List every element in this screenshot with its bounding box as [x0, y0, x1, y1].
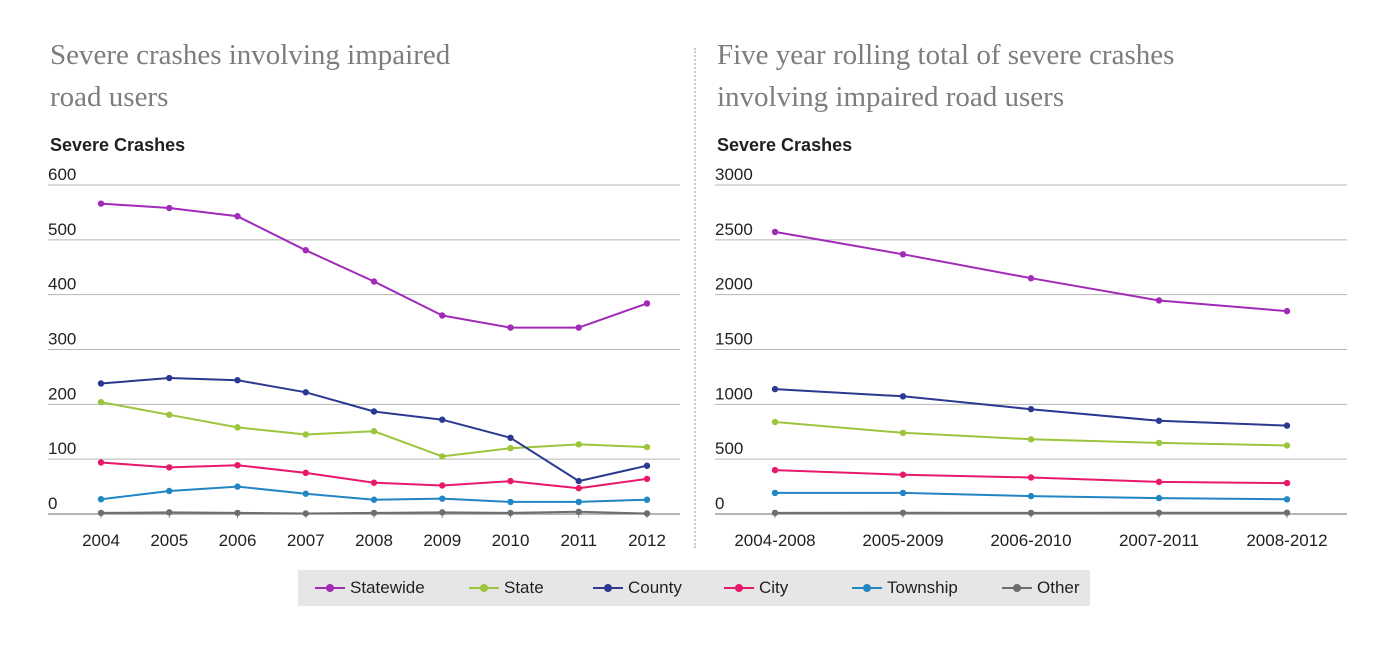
legend-swatch-statewide — [315, 582, 345, 594]
left-line-chart: 0 100 200 300 400 500 600 2004 2005 2006 2007 2008 2… — [48, 165, 680, 550]
right-x-tick-label: 2005-2009 — [862, 531, 943, 550]
legend-label: State — [504, 578, 544, 597]
legend-swatch-city — [724, 582, 754, 594]
left-y-tick-label: 300 — [48, 330, 76, 349]
legend-label: Other — [1037, 578, 1080, 597]
chart-legend: Statewide State County City Township Other — [298, 570, 1090, 606]
right-x-tick-label: 2006-2010 — [990, 531, 1071, 550]
legend-item-county: County — [593, 570, 682, 606]
legend-item-statewide: Statewide — [315, 570, 425, 606]
left-chart-title: Severe crashes involving impaired road u… — [50, 34, 450, 118]
left-y-tick-label: 600 — [48, 165, 76, 184]
right-y-tick-label: 0 — [715, 494, 724, 513]
right-title-line-2: involving impaired road users — [717, 81, 1065, 113]
right-y-tick-label: 500 — [715, 439, 743, 458]
right-y-tick-label: 2500 — [715, 220, 753, 239]
left-title-line-2: road users — [50, 81, 169, 113]
right-chart-title: Five year rolling total of severe crashe… — [717, 34, 1174, 118]
legend-swatch-other — [1002, 582, 1032, 594]
left-x-tick-label: 2004 — [82, 531, 120, 550]
left-x-tick-label: 2011 — [560, 531, 597, 550]
legend-item-other: Other — [1002, 570, 1080, 606]
legend-label: City — [759, 578, 789, 597]
left-y-tick-label: 100 — [48, 439, 76, 458]
legend-label: County — [628, 578, 682, 597]
legend-item-state: State — [469, 570, 544, 606]
legend-swatch-state — [469, 582, 499, 594]
right-line-chart: 0 500 1000 1500 2000 2500 3000 2004-2008 2005-20… — [715, 165, 1347, 550]
panel-divider — [694, 48, 696, 548]
legend-swatch-county — [593, 582, 623, 594]
left-x-tick-label: 2006 — [219, 531, 257, 550]
left-x-tick-label: 2008 — [355, 531, 393, 550]
left-y-axis-label: Severe Crashes — [50, 135, 186, 155]
left-y-tick-label: 400 — [48, 275, 76, 294]
left-y-tick-label: 500 — [48, 220, 76, 239]
legend-item-township: Township — [852, 570, 958, 606]
right-y-tick-label: 2000 — [715, 275, 753, 294]
left-x-tick-label: 2012 — [628, 531, 666, 550]
left-title-line-1: Severe crashes involving impaired — [50, 39, 451, 71]
legend-label: Statewide — [350, 578, 425, 597]
right-title-line-1: Five year rolling total of severe crashe… — [717, 39, 1175, 71]
legend-item-city: City — [724, 570, 788, 606]
legend-swatch-township — [852, 582, 882, 594]
legend-label: Township — [887, 578, 958, 597]
right-y-tick-label: 1000 — [715, 384, 753, 403]
left-x-tick-label: 2005 — [150, 531, 188, 550]
right-x-tick-label: 2007-2011 — [1119, 531, 1199, 550]
left-x-tick-label: 2007 — [287, 531, 325, 550]
right-y-axis-label: Severe Crashes — [717, 135, 853, 155]
right-y-tick-label: 3000 — [715, 165, 753, 184]
left-x-tick-label: 2009 — [423, 531, 461, 550]
right-x-tick-label: 2008-2012 — [1246, 531, 1327, 550]
right-y-tick-label: 1500 — [715, 330, 753, 349]
left-y-tick-label: 0 — [48, 494, 57, 513]
left-x-tick-label: 2010 — [492, 531, 530, 550]
left-y-tick-label: 200 — [48, 384, 76, 403]
right-x-tick-label: 2004-2008 — [734, 531, 815, 550]
